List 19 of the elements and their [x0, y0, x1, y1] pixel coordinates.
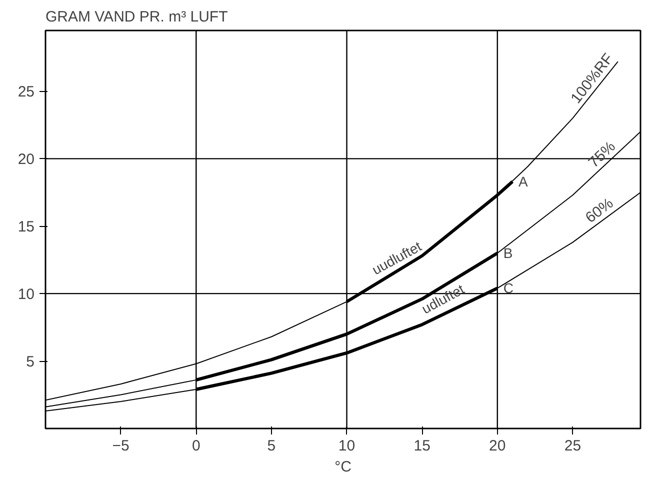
x-tick-label: −5 — [112, 438, 130, 454]
x-axis-title: °C — [334, 458, 352, 476]
y-tick-label: 10 — [18, 286, 35, 304]
y-tick-label: 20 — [18, 151, 35, 168]
x-tick-label: 5 — [267, 438, 276, 454]
text: 75% — [585, 138, 619, 172]
x-tick-label: 0 — [192, 438, 200, 454]
y-axis-title: GRAM VAND PR. m³ LUFT — [46, 8, 228, 26]
x-tick-label: 25 — [564, 438, 582, 454]
y-tick-label: 5 — [26, 354, 34, 371]
y-tick-label: 15 — [18, 218, 35, 236]
x-tick-label: 20 — [489, 438, 506, 454]
annotation: A — [518, 174, 528, 190]
x-tick-label: 15 — [414, 438, 430, 454]
annotation: C — [503, 280, 514, 296]
annotation: B — [503, 245, 513, 262]
x-tick-label: 10 — [338, 438, 356, 454]
y-tick-label: 25 — [18, 84, 35, 101]
text: 60% — [582, 194, 617, 227]
